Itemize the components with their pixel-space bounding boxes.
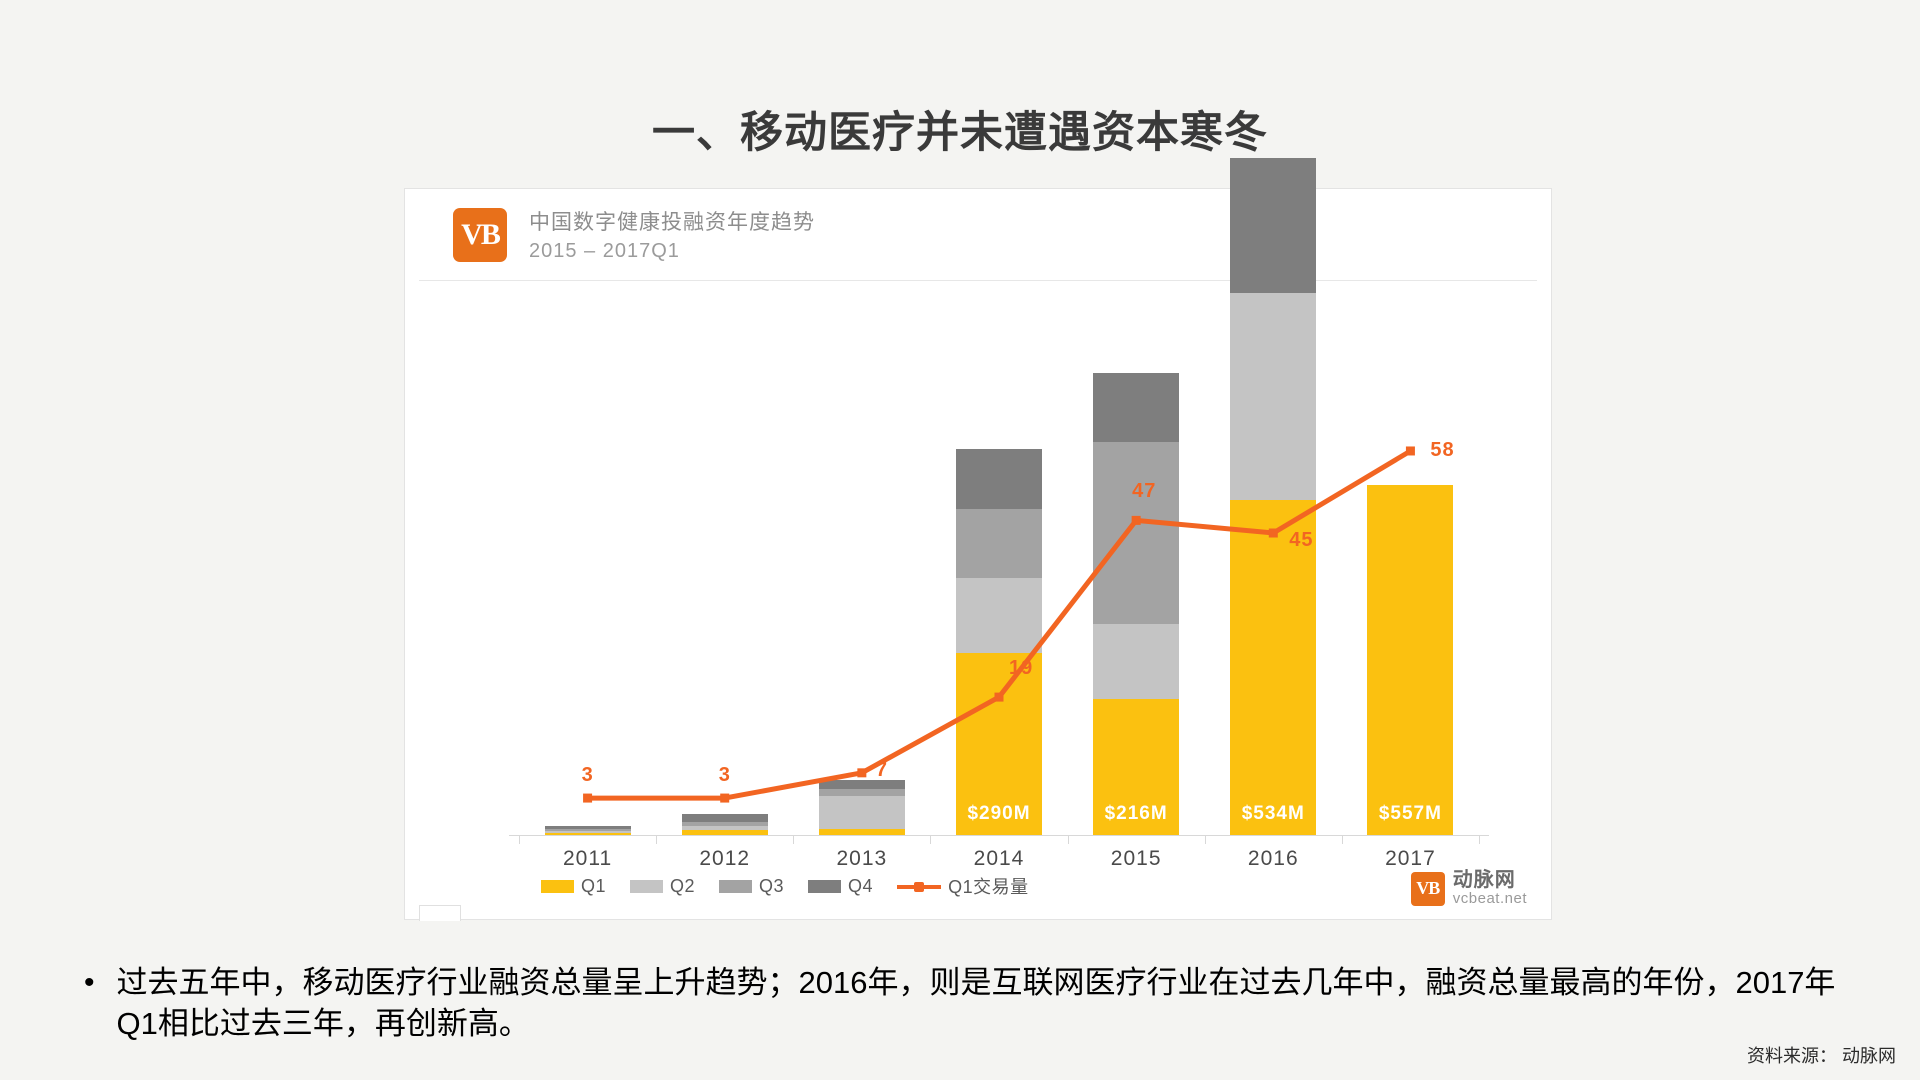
x-axis-label: 2012 — [699, 847, 751, 870]
bar-segment-q1 — [681, 829, 768, 835]
source-note: 资料来源： 动脉网 — [1746, 1046, 1896, 1066]
bar-value-label: $557M — [1378, 803, 1442, 824]
bar-column: $290M — [956, 449, 1042, 835]
chart-card: VB 中国数字健康投融资年度趋势 2015 – 2017Q1 $290M $216… — [404, 157, 1552, 921]
card-corner-stub — [419, 905, 461, 921]
legend-item-Q1[interactable]: Q1 — [541, 876, 606, 897]
bar-column: $557M — [1367, 485, 1454, 835]
bar-value-label: $534M — [1241, 803, 1305, 824]
trend-point-label: 47 — [1132, 480, 1157, 503]
x-tick — [1479, 835, 1480, 844]
vb-logo-glyph: VB — [461, 218, 501, 251]
page-title: 一、移动医疗并未遭遇资本寒冬 — [652, 109, 1268, 157]
x-axis-label: 2011 — [562, 847, 613, 870]
bar-segment-q2 — [1093, 624, 1180, 700]
bar-segment-q3 — [544, 828, 631, 831]
vcbeat-logo-glyph: VB — [1416, 878, 1440, 899]
bar-segment-q2 — [681, 826, 768, 830]
trend-point-label: 3 — [581, 764, 594, 787]
x-axis-label: 2013 — [836, 847, 888, 870]
bar-column — [681, 813, 768, 835]
bar-segment-q4 — [1093, 373, 1180, 443]
legend-item-Q3[interactable]: Q3 — [719, 876, 784, 897]
bar-segment-q4 — [1230, 157, 1317, 293]
x-tick — [1341, 835, 1343, 844]
vcbeat-logo-icon: VB — [1410, 871, 1445, 906]
trend-point-label: 3 — [718, 764, 731, 787]
x-axis-label: 2015 — [1110, 847, 1162, 870]
x-axis-line — [509, 835, 1489, 836]
vcbeat-text: 动脉网 vcbeat.net — [1453, 870, 1527, 907]
x-tick — [1204, 835, 1206, 844]
x-axis-label: 2016 — [1247, 847, 1299, 870]
trend-point-label: 7 — [875, 758, 888, 781]
bar-segment-q2 — [1230, 292, 1317, 500]
bar-segment-q2 — [956, 577, 1042, 654]
bar-segment-q3 — [681, 822, 768, 827]
x-axis-labels: 2011 2012 2013 2014 2015 2016 2017 — [519, 847, 1479, 883]
legend-label: Q4 — [848, 875, 874, 896]
trend-point-label: 58 — [1430, 438, 1455, 461]
chart-legend: Q1 Q2 Q3 Q4 Q1交易量 — [541, 873, 1029, 899]
bar-segment-q3 — [818, 788, 905, 797]
legend-swatch-icon — [630, 879, 664, 893]
x-axis-label: 2014 — [973, 847, 1025, 870]
trend-point-label: 19 — [1009, 657, 1034, 680]
bar-segment-q4 — [818, 779, 905, 789]
bullet-marker: • — [84, 966, 95, 999]
x-axis-ticks — [519, 835, 1480, 844]
chart-subtitle: 2015 – 2017Q1 — [529, 240, 680, 263]
bar-segment-q1 — [818, 828, 905, 835]
bar-segment-q4 — [544, 825, 631, 829]
legend-item-Q4[interactable]: Q4 — [808, 876, 873, 897]
plot-area: $290M $216M $534M $557M 2011 2012 2013 2014 201… — [405, 157, 1551, 921]
bar-column — [818, 779, 905, 835]
legend-line-marker-icon — [897, 880, 942, 893]
x-tick — [519, 835, 520, 844]
bar-segment-q1: $216M — [1093, 699, 1180, 835]
bullet-paragraph: • 过去五年中，移动医疗行业融资总量呈上升趋势；2016年，则是互联网医疗行业在… — [84, 962, 1874, 1044]
chart-header: VB 中国数字健康投融资年度趋势 2015 – 2017Q1 — [405, 189, 1551, 281]
bar-column — [544, 825, 631, 835]
bar-value-label: $290M — [967, 803, 1031, 824]
chart-title: 中国数字健康投融资年度趋势 — [529, 211, 815, 234]
bar-segment-q3 — [956, 508, 1042, 578]
x-tick — [656, 835, 658, 844]
x-tick — [930, 835, 932, 844]
bar-segment-q1: $290M — [956, 653, 1042, 835]
chart-header-text: 中国数字健康投融资年度趋势 2015 – 2017Q1 — [529, 207, 815, 265]
bar-segment-q2 — [818, 796, 905, 829]
bar-value-label: $216M — [1104, 803, 1168, 824]
legend-label: Q1交易量 — [948, 877, 1029, 897]
bar-column: $534M — [1230, 157, 1317, 835]
bar-segment-q4 — [681, 813, 768, 823]
bar-column: $216M — [1093, 373, 1180, 835]
legend-swatch-icon — [808, 879, 842, 893]
legend-label: Q1 — [581, 875, 607, 896]
legend-item-Q2[interactable]: Q2 — [630, 876, 695, 897]
legend-item-Q1交易量[interactable]: Q1交易量 — [897, 873, 1029, 899]
legend-swatch-icon — [541, 879, 574, 893]
trend-point-label: 45 — [1289, 529, 1314, 551]
legend-swatch-icon — [719, 879, 753, 893]
legend-label: Q3 — [759, 875, 785, 896]
bar-segment-q1 — [544, 832, 631, 835]
vb-logo-icon: VB — [453, 208, 507, 262]
bar-segment-q2 — [544, 830, 631, 833]
x-tick — [1067, 835, 1069, 844]
bar-segment-q4 — [956, 449, 1042, 509]
vcbeat-watermark: VB 动脉网 vcbeat.net — [1410, 870, 1527, 907]
vcbeat-cn-label: 动脉网 — [1452, 869, 1516, 892]
x-tick — [793, 835, 795, 844]
bar-segment-q3 — [1093, 442, 1180, 625]
bars-layer: $290M $216M $534M $557M — [519, 157, 1479, 835]
vcbeat-en-label: vcbeat.net — [1452, 890, 1527, 908]
bar-segment-q1: $557M — [1367, 485, 1454, 835]
legend-label: Q2 — [670, 875, 696, 896]
bullet-body-text: 过去五年中，移动医疗行业融资总量呈上升趋势；2016年，则是互联网医疗行业在过去… — [116, 965, 1836, 1042]
x-axis-label: 2017 — [1385, 847, 1436, 870]
